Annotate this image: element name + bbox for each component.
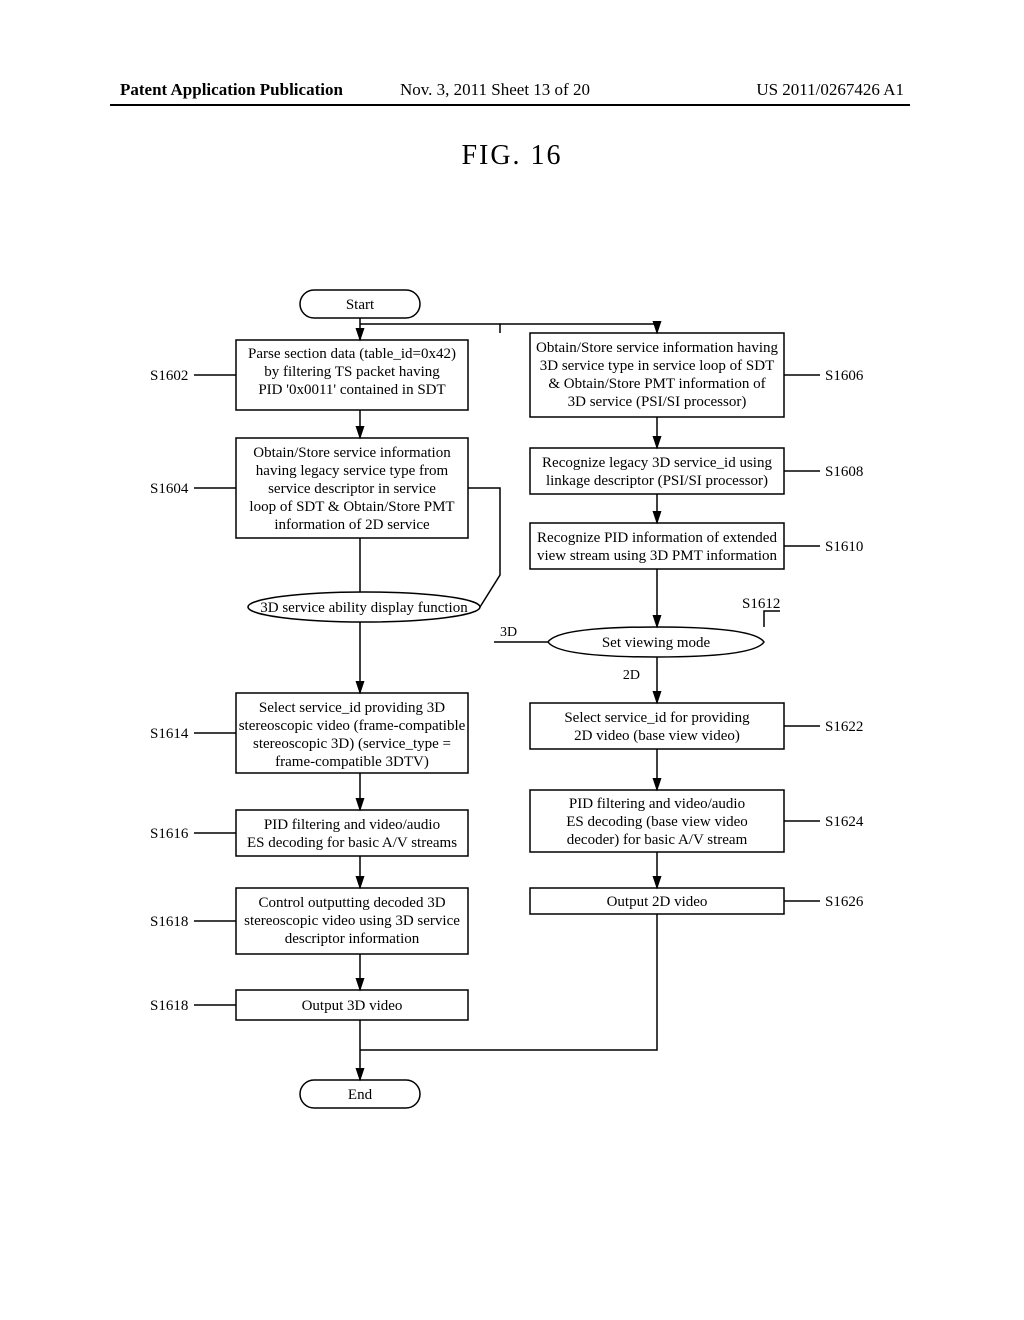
s1618a-l1: Control outputting decoded 3D [258, 895, 445, 911]
s1610-ref: S1610 [825, 539, 863, 555]
s1608-ref: S1608 [825, 464, 863, 480]
s1606-l3: & Obtain/Store PMT information of [548, 376, 765, 392]
s1618a-ref: S1618 [150, 914, 188, 930]
s1604-l3: service descriptor in service [268, 481, 436, 497]
end-label: End [348, 1087, 373, 1103]
s1604-l1: Obtain/Store service information [253, 445, 451, 461]
s1626-ref: S1626 [825, 894, 864, 910]
s1622-ref: S1622 [825, 719, 863, 735]
s1602-l2: by filtering TS packet having [264, 364, 440, 380]
s1616-l2: ES decoding for basic A/V streams [247, 835, 457, 851]
s1610-l1: Recognize PID information of extended [537, 530, 777, 546]
s1614-l3: stereoscopic 3D) (service_type = [253, 736, 451, 752]
s1608-l2: linkage descriptor (PSI/SI processor) [546, 473, 768, 489]
edge-branch-top [360, 324, 500, 333]
s1622-l2: 2D video (base view video) [574, 728, 740, 744]
s1624-l2: ES decoding (base view video [566, 814, 748, 830]
s1624-l1: PID filtering and video/audio [569, 796, 745, 812]
edge-2d-label: 2D [623, 668, 640, 683]
s1602-ref: S1602 [150, 368, 188, 384]
start-label: Start [346, 297, 375, 313]
s1614-ref: S1614 [150, 726, 189, 742]
s1606-l4: 3D service (PSI/SI processor) [568, 394, 747, 410]
s1618b-l1: Output 3D video [302, 998, 403, 1014]
s1608-l1: Recognize legacy 3D service_id using [542, 455, 772, 471]
flowchart: Start Parse section data (table_id=0x42)… [0, 0, 1024, 1320]
s1616-l1: PID filtering and video/audio [264, 817, 440, 833]
s1614-l2: stereoscopic video (frame-compatible [239, 718, 466, 734]
s1604-l5: information of 2D service [274, 517, 430, 533]
s1624-l3: decoder) for basic A/V stream [567, 832, 748, 848]
s1602-l1: Parse section data (table_id=0x42) [248, 346, 456, 362]
s1614-l4: frame-compatible 3DTV) [275, 754, 429, 770]
s1606-ref: S1606 [825, 368, 864, 384]
s1622-l1: Select service_id for providing [564, 710, 750, 726]
edge-3d-label: 3D [500, 625, 517, 640]
viewmode-refline [764, 611, 780, 627]
s1614-l1: Select service_id providing 3D [259, 700, 445, 716]
viewmode-label: Set viewing mode [602, 635, 711, 651]
ability-label: 3D service ability display function [260, 600, 468, 616]
s1606-l1: Obtain/Store service information having [536, 340, 779, 356]
s1618b-ref: S1618 [150, 998, 188, 1014]
s1604-l2: having legacy service type from [256, 463, 449, 479]
s1602-l3: PID '0x0011' contained in SDT [258, 382, 445, 398]
s1618a-l2: stereoscopic video using 3D service [244, 913, 460, 929]
s1616-ref: S1616 [150, 826, 189, 842]
s1624-ref: S1624 [825, 814, 864, 830]
viewmode-ref: S1612 [742, 596, 780, 612]
s1606-l2: 3D service type in service loop of SDT [540, 358, 775, 374]
s1618a-l3: descriptor information [285, 931, 420, 947]
edge-s1604-to-ability-right [468, 488, 500, 607]
s1604-l4: loop of SDT & Obtain/Store PMT [249, 499, 454, 515]
s1604-ref: S1604 [150, 481, 189, 497]
s1626-l1: Output 2D video [607, 894, 708, 910]
s1610-l2: view stream using 3D PMT information [537, 548, 778, 564]
